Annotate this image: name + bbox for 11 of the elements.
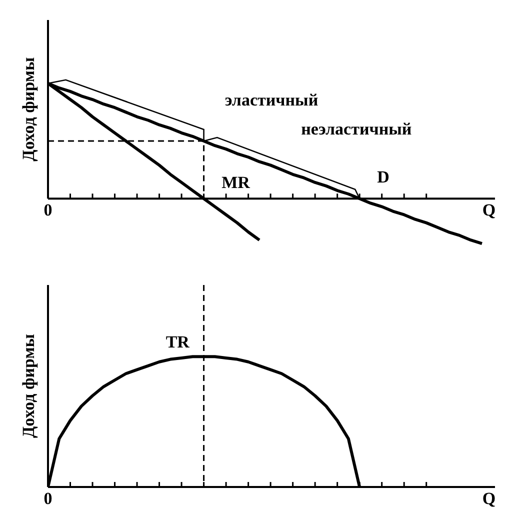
annotation: 0 bbox=[44, 200, 52, 220]
annotation: D bbox=[377, 168, 390, 187]
x-axis-title: Q bbox=[482, 489, 496, 508]
text: 0 bbox=[44, 489, 52, 508]
y-axis-title: Доход фирмы bbox=[19, 334, 38, 438]
text: TR bbox=[166, 332, 190, 352]
annotation: эластичный bbox=[224, 90, 318, 110]
x-axis-title: Q bbox=[482, 200, 496, 220]
annotation: MR bbox=[222, 172, 251, 192]
annotation: неэластичный bbox=[301, 119, 412, 138]
y-axis-title: Доход фирмы bbox=[19, 57, 38, 162]
